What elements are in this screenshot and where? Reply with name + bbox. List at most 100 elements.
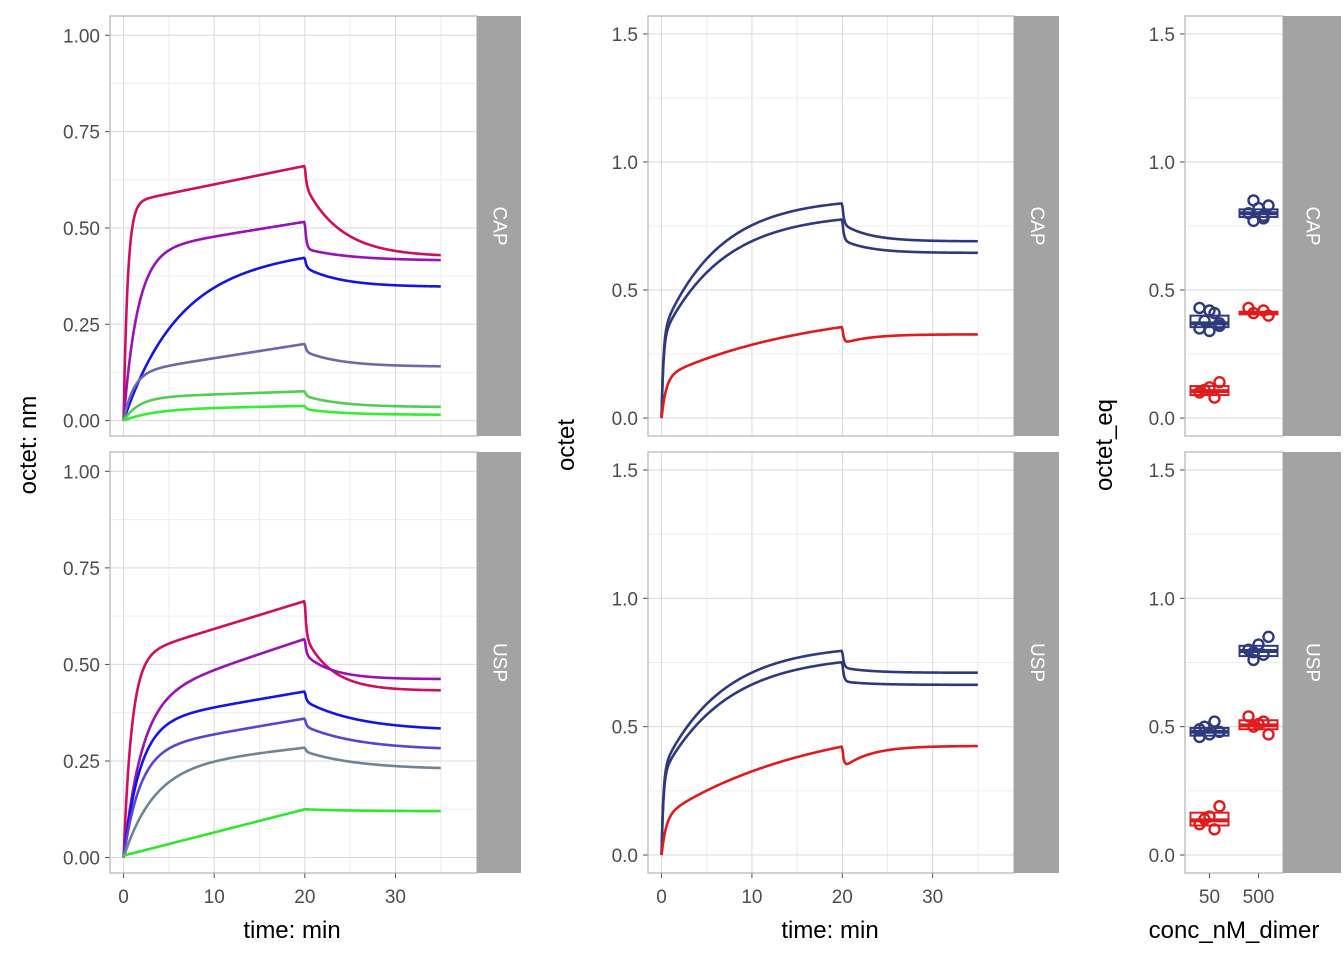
x-tick-label: 500 (1243, 887, 1275, 908)
fits-x-axis-title: time: min (781, 917, 878, 944)
data-point (1213, 800, 1226, 813)
series-line-1 (660, 649, 979, 856)
series-line-3 (122, 256, 442, 422)
data-point (1198, 383, 1211, 397)
series-line-2 (660, 660, 979, 856)
data-point (1247, 646, 1260, 659)
box-500-3 (1238, 630, 1279, 667)
y-tick-label: 1.0 (1149, 153, 1175, 174)
data-point (1262, 728, 1275, 741)
y-tick-label: 0.0 (612, 409, 638, 430)
y-tick-label: 0.5 (1149, 718, 1175, 739)
facet-strip (477, 452, 521, 873)
y-tick-label: 1.5 (1149, 25, 1175, 46)
data-point (1242, 710, 1255, 723)
y-tick-label: 1.00 (63, 26, 100, 47)
series-line-1 (660, 202, 979, 419)
plot-area: 0.000.250.500.751.00CAP0.000.250.500.751… (63, 15, 1341, 908)
data-point (1198, 314, 1211, 327)
y-tick-label: 0.0 (1149, 409, 1175, 430)
data-point (1208, 715, 1221, 728)
x-tick-label: 30 (385, 887, 406, 908)
box-50-2 (1189, 800, 1230, 836)
kinetics-x-axis-title: time: min (243, 917, 340, 944)
x-tick-label: 0 (118, 887, 129, 908)
data-point (1262, 199, 1275, 212)
y-tick-label: 0.25 (63, 752, 100, 773)
y-tick-label: 0.75 (63, 123, 100, 144)
x-tick-label: 20 (832, 887, 853, 908)
series-line-1 (122, 164, 442, 421)
series-line-5 (122, 390, 442, 422)
series-line-3 (660, 325, 979, 419)
y-tick-label: 1.5 (1149, 461, 1175, 482)
panel-fits-cap: 0.0 0.5 1.0 1.5 CAP (612, 15, 1059, 437)
data-point (1242, 301, 1255, 315)
panel-kinetics-usp: 0.00 0.25 0.50 0.75 1.00 0 10 20 30 USP (63, 451, 521, 908)
x-tick-label: 20 (294, 887, 315, 908)
series-line-2 (122, 637, 442, 858)
x-tick-label: 50 (1199, 887, 1220, 908)
series-line-6 (123, 404, 442, 422)
panel-fits-usp: 0.0 0.5 1.0 1.5 0 10 20 30 USP (612, 451, 1059, 908)
facet-strip (477, 16, 521, 436)
y-tick-label: 0.50 (63, 655, 100, 676)
panel-equilibrium-cap: 0.0 0.5 1.0 1.5 CAP (1149, 15, 1341, 437)
y-tick-label: 0.50 (63, 219, 100, 240)
series-line-6 (123, 807, 442, 857)
panel-equilibrium-usp: 0.0 0.5 1.0 1.5 50 500 USP (1149, 451, 1341, 908)
y-tick-label: 1.0 (1149, 589, 1175, 610)
facet-strip (1014, 16, 1059, 436)
y-tick-label: 0.5 (612, 718, 638, 739)
y-tick-label: 0.25 (63, 315, 100, 336)
data-point (1208, 823, 1221, 836)
series-line-4 (122, 717, 442, 858)
y-tick-label: 0.00 (63, 849, 100, 870)
x-tick-label: 30 (922, 887, 943, 908)
series-line-4 (122, 342, 442, 421)
x-tick-label: 0 (656, 887, 667, 908)
data-point (1213, 319, 1226, 333)
data-point (1203, 304, 1216, 317)
y-tick-label: 0.75 (63, 559, 100, 580)
series-line-2 (660, 218, 979, 419)
y-tick-label: 1.5 (612, 461, 638, 482)
box-500-3 (1238, 194, 1279, 228)
x-tick-label: 10 (741, 887, 762, 908)
data-point (1262, 630, 1275, 644)
facet-strip (1283, 452, 1341, 873)
y-tick-label: 1.00 (63, 462, 100, 483)
y-tick-label: 0.5 (612, 281, 638, 302)
y-tick-label: 1.5 (612, 25, 638, 46)
series-line-3 (122, 690, 442, 858)
data-point (1213, 725, 1226, 739)
box-500-4 (1238, 710, 1279, 741)
data-point (1247, 194, 1260, 207)
data-point (1193, 723, 1206, 736)
series-line-2 (122, 220, 442, 421)
kinetics-y-axis-title: octet: nm (15, 396, 42, 495)
data-point (1257, 209, 1270, 222)
y-tick-label: 0.0 (612, 846, 638, 867)
box-50-1 (1189, 301, 1230, 338)
data-point (1198, 812, 1211, 826)
x-tick-label: 10 (204, 887, 225, 908)
box-500-4 (1238, 301, 1279, 322)
panel-kinetics-cap: 0.00 0.25 0.50 0.75 1.00 CAP (63, 15, 521, 437)
data-point (1257, 304, 1270, 317)
box-50-1 (1189, 715, 1230, 744)
box-50-2 (1189, 376, 1230, 404)
data-point (1213, 376, 1226, 389)
facet-strip (1283, 16, 1341, 436)
y-tick-label: 0.00 (63, 412, 100, 433)
data-point (1247, 653, 1260, 667)
y-tick-label: 0.5 (1149, 281, 1175, 302)
facet-strip-label: USP (489, 643, 510, 682)
series-line-3 (660, 744, 979, 856)
facet-strip-label: CAP (1026, 206, 1047, 245)
facet-strip-label: USP (1302, 643, 1323, 682)
facet-strip-label: USP (1026, 643, 1047, 682)
y-tick-label: 1.0 (612, 153, 638, 174)
data-point (1252, 717, 1265, 731)
